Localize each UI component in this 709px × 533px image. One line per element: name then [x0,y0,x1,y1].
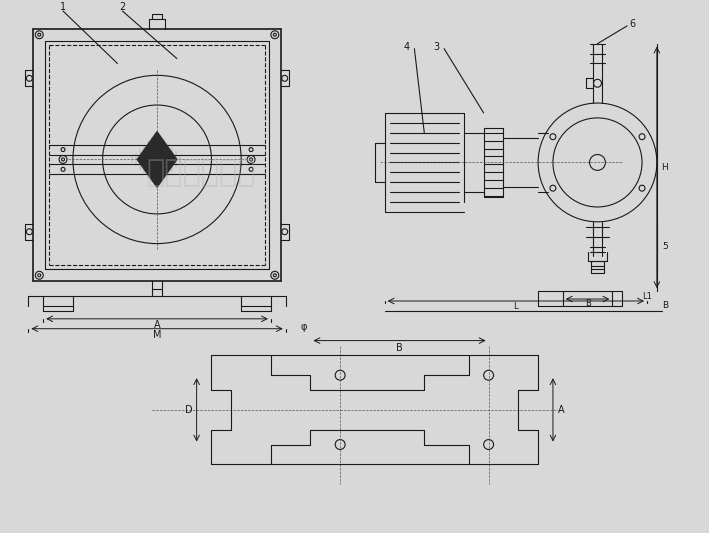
Text: L1: L1 [642,292,652,301]
Text: L: L [513,302,518,311]
Text: 4: 4 [403,42,409,52]
Text: B: B [396,343,403,352]
Text: 6: 6 [629,19,635,29]
Text: B: B [661,302,668,310]
Text: 永嘉龙洋泵阀: 永嘉龙洋泵阀 [147,158,257,187]
Text: 1: 1 [60,2,66,12]
Text: A: A [154,320,160,330]
Text: A: A [557,405,564,415]
Text: D: D [185,405,193,415]
Text: M: M [153,329,161,340]
Text: B: B [585,300,591,309]
Text: 3: 3 [433,42,439,52]
Text: H: H [661,163,668,172]
Polygon shape [138,132,177,187]
Text: 5: 5 [662,242,668,251]
Text: φ: φ [301,322,307,332]
Text: 2: 2 [119,2,125,12]
